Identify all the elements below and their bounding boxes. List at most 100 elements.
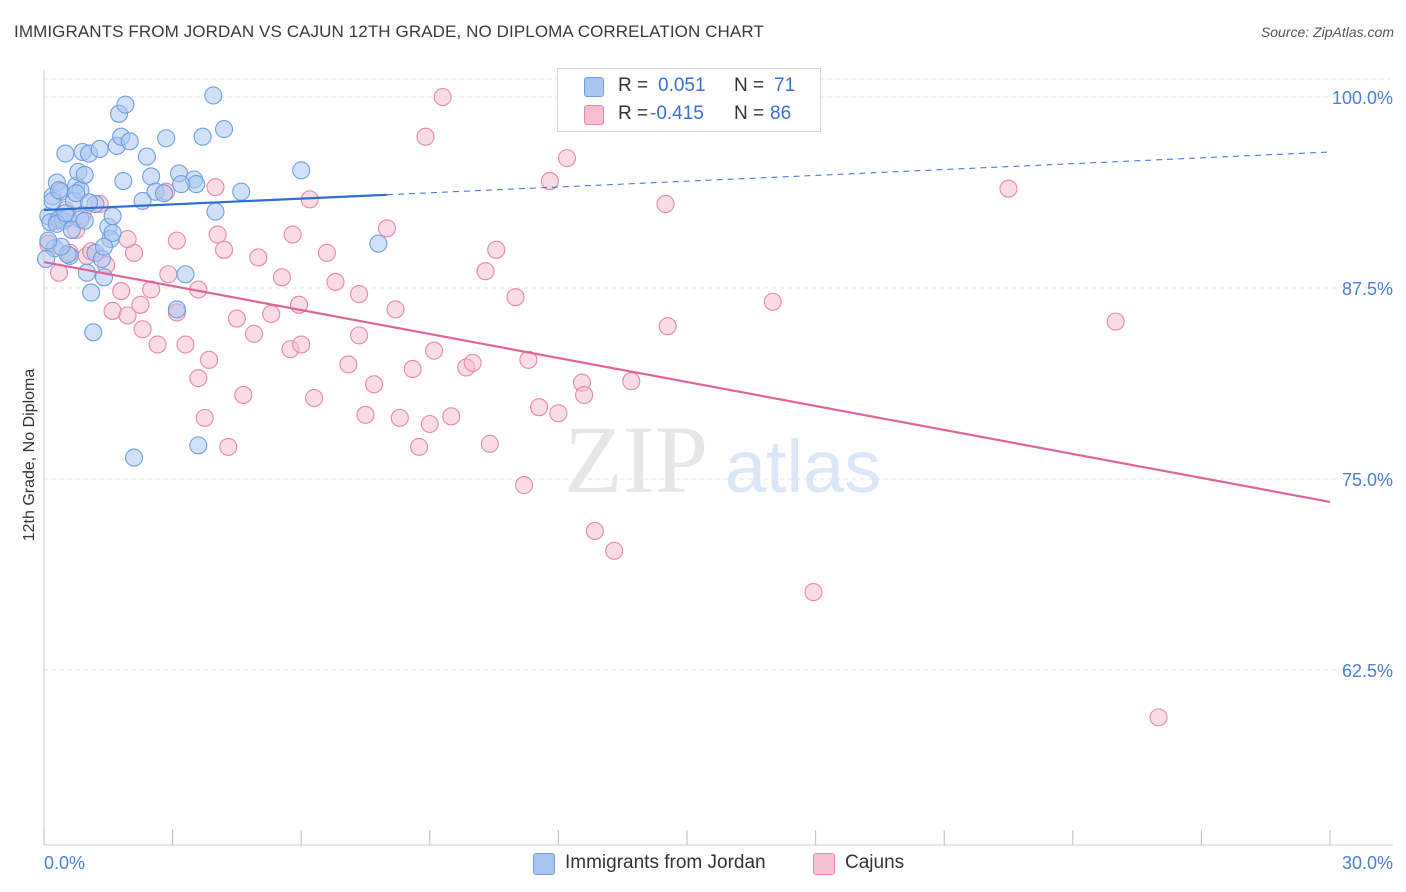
jordan-point — [214, 120, 234, 139]
cajun-point — [195, 408, 214, 427]
cajun-point — [420, 414, 439, 434]
jordan-point — [189, 436, 208, 455]
jordan-point — [157, 129, 176, 148]
watermark-zip: ZIP — [564, 406, 708, 513]
jordan-point — [116, 95, 135, 114]
cajun-point — [214, 240, 234, 259]
x-tick-label-right: 30.0% — [1342, 853, 1393, 873]
jordan-point — [204, 86, 223, 105]
cajun-point — [148, 335, 167, 354]
cajun-point — [118, 230, 137, 249]
jordan-point — [82, 283, 101, 302]
legend-row-cajuns: R = -0.415 N = 86 — [558, 101, 820, 127]
jordan-point — [292, 161, 311, 180]
cajun-point — [386, 300, 405, 319]
legend-n-value: 71 — [774, 75, 796, 96]
y-tick-label: 87.5% — [1342, 279, 1393, 299]
jordan-point — [67, 184, 86, 203]
legend-swatch-jordan — [533, 853, 555, 875]
cajun-point — [356, 405, 375, 424]
cajun-point — [585, 521, 604, 541]
watermark: ZIP atlas — [564, 406, 881, 513]
cajun-point — [403, 359, 422, 379]
legend-r-value: 0.051 — [658, 75, 706, 96]
cajun-point — [763, 292, 782, 311]
cajun-point — [658, 317, 677, 336]
cajun-point — [227, 309, 246, 328]
cajun-point — [622, 372, 641, 391]
y-tick-label: 62.5% — [1342, 661, 1393, 681]
cajun-point — [433, 87, 452, 107]
jordan-point — [75, 165, 94, 184]
cajun-point — [425, 341, 444, 360]
cajun-point — [167, 231, 186, 250]
jordan-point — [137, 147, 156, 166]
cajun-point — [339, 355, 358, 374]
cajun-point — [350, 326, 369, 345]
jordan-trend-line — [43, 193, 387, 212]
jordan-point — [172, 175, 191, 194]
jordan-point — [193, 127, 212, 146]
cajun-point — [244, 324, 264, 343]
cajun-point — [549, 404, 568, 423]
cajun-point — [575, 385, 594, 405]
series-jordan — [37, 86, 388, 467]
gridlines — [44, 78, 1390, 671]
cajun-point — [377, 219, 396, 238]
cajun-point — [317, 243, 336, 262]
y-tick-label: 75.0% — [1342, 470, 1393, 490]
cajun-point — [199, 350, 219, 369]
cajun-point — [416, 127, 435, 146]
cajun-point — [410, 437, 429, 456]
jordan-point — [84, 323, 103, 342]
cajun-point — [656, 194, 675, 214]
legend-row-jordan: R = 0.051 N = 71 — [558, 73, 820, 99]
cajun-point — [118, 306, 137, 325]
jordan-point — [120, 132, 139, 151]
cajun-point — [249, 248, 268, 267]
jordan-trend-extension — [386, 151, 1331, 196]
jordan-point — [49, 181, 69, 200]
cajun-point — [219, 437, 238, 456]
chart-title: IMMIGRANTS FROM JORDAN VS CAJUN 12TH GRA… — [14, 22, 764, 41]
cajun-point — [350, 285, 369, 304]
cajun-point — [305, 388, 324, 408]
cajun-point — [463, 353, 482, 372]
cajun-point — [262, 304, 281, 324]
cajun-point — [605, 541, 624, 560]
cajun-point — [390, 408, 409, 427]
cajun-point — [442, 407, 461, 426]
jordan-point — [94, 237, 114, 256]
cajun-point — [112, 282, 131, 301]
cajun-point — [480, 434, 499, 453]
cajun-point — [292, 335, 311, 354]
jordan-point — [39, 231, 58, 250]
cajun-point — [804, 583, 823, 602]
jordan-point — [114, 171, 133, 191]
legend-r-value: -0.415 — [650, 103, 704, 124]
cajun-point — [999, 179, 1018, 198]
cajun-point — [1149, 708, 1168, 727]
cajun-point — [557, 149, 577, 168]
jordan-point — [75, 211, 94, 230]
jordan-point — [206, 202, 225, 221]
tick-labels: 100.0% 87.5% 75.0% 62.5% 0.0% 30.0% — [44, 88, 1393, 873]
cajun-point — [1106, 312, 1125, 331]
legend-swatch-cajuns — [584, 105, 604, 125]
cajun-point — [234, 385, 253, 405]
legend-label-jordan: Immigrants from Jordan — [565, 852, 766, 873]
cajun-point — [487, 240, 506, 259]
cajun-point — [189, 369, 208, 388]
jordan-point — [187, 175, 206, 194]
cajun-point — [365, 375, 384, 394]
jordan-point — [369, 234, 388, 253]
cajun-point — [506, 288, 525, 307]
jordan-point — [154, 184, 174, 203]
cajun-point — [326, 272, 345, 291]
legend-r-label: R = — [618, 75, 649, 96]
jordan-point — [62, 220, 81, 239]
cajun-point — [131, 295, 150, 314]
jordan-point — [124, 448, 144, 467]
y-tick-label: 100.0% — [1332, 88, 1393, 108]
jordan-point — [176, 265, 195, 284]
